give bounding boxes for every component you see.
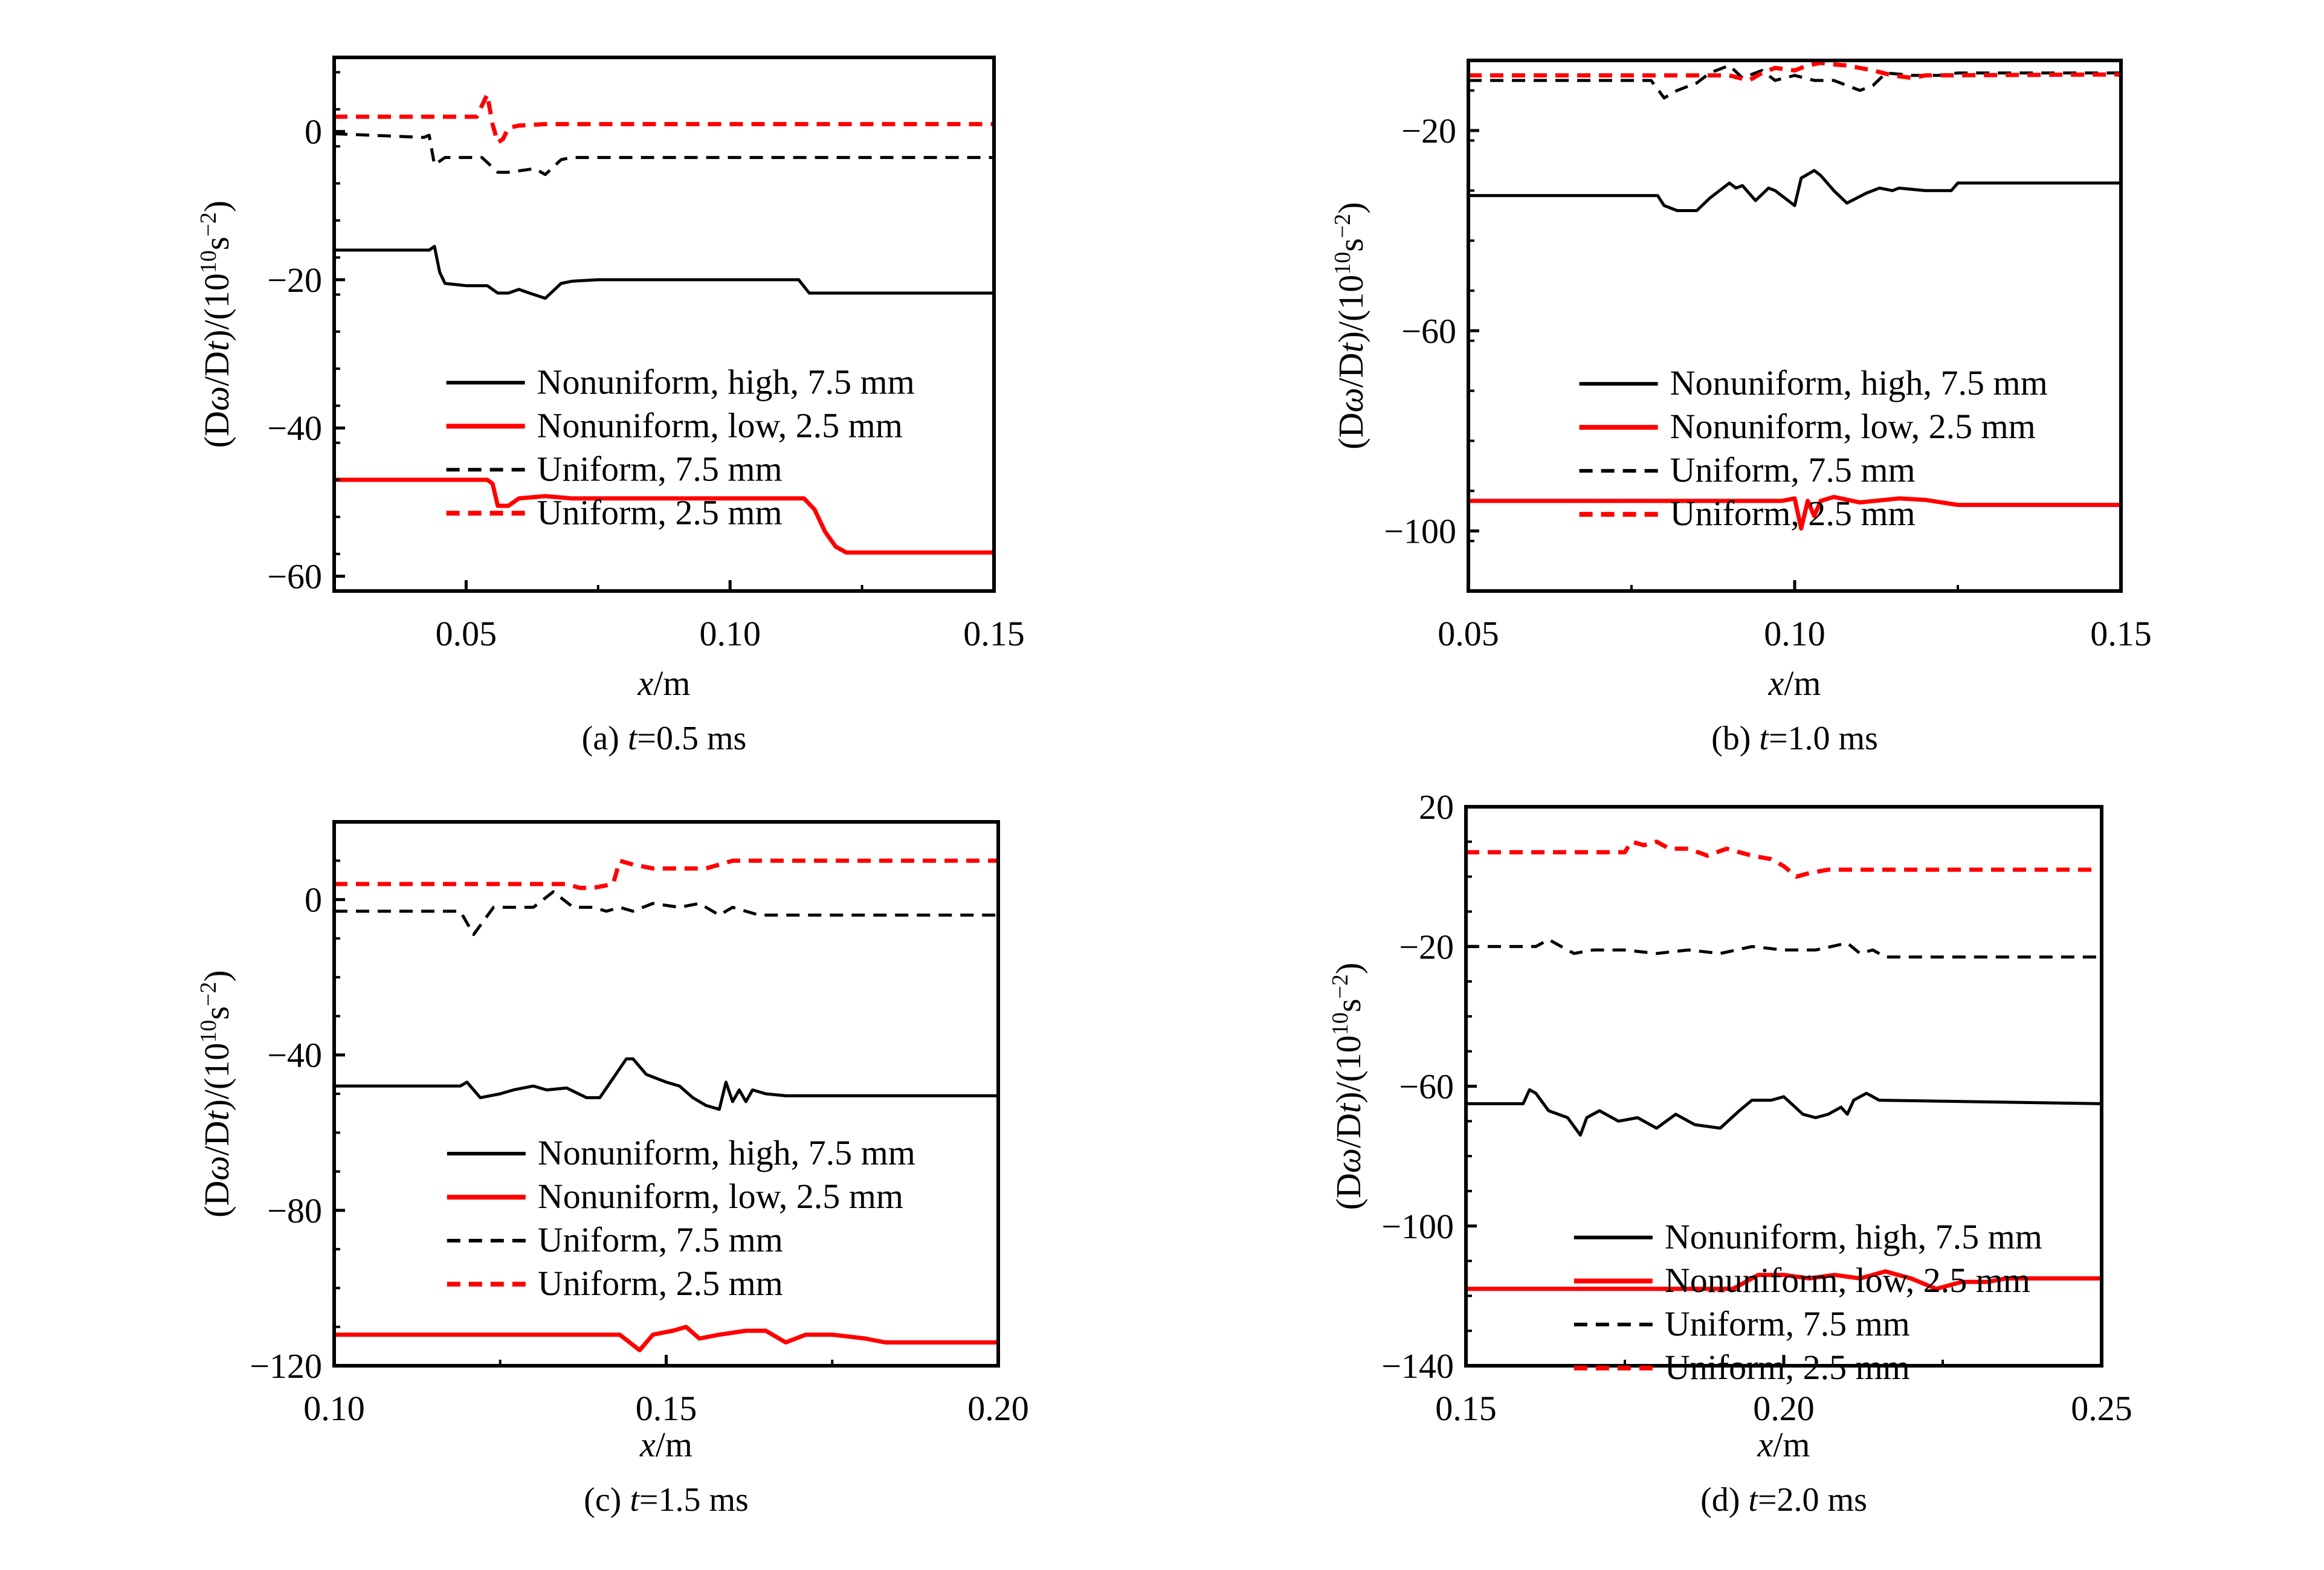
legend-label: Uniform, 7.5 mm (537, 449, 783, 488)
y-axis-title: (Dω/Dt)/(1010s−2) (1328, 963, 1368, 1210)
y-tick-label: −100 (1384, 512, 1456, 551)
x-tick-label: 0.15 (636, 1389, 697, 1428)
series-line-nonuniform-low-2-5-mm (1468, 494, 2121, 531)
series-line-nonuniform-high-7-5-mm (1466, 1088, 2102, 1137)
legend-label: Uniform, 2.5 mm (537, 493, 783, 532)
panel-caption: (c) t=1.5 ms (584, 1481, 749, 1519)
y-tick-label: −60 (267, 557, 322, 596)
legend-label: Nonuniform, high, 7.5 mm (1665, 1217, 2042, 1256)
y-tick-label: −80 (267, 1191, 322, 1230)
y-axis-title: (Dω/Dt)/(1010s−2) (1330, 202, 1370, 449)
x-tick-label: 0.10 (1764, 614, 1825, 653)
y-tick-label: −140 (1381, 1346, 1454, 1386)
series-line-uniform-7-5-mm (334, 890, 998, 936)
panel-a: 0.05 0.10 0.15 0 −20 −40 −60 Nonuniform, high, … (196, 56, 1025, 757)
series-line-nonuniform-low-2-5-mm (334, 1325, 998, 1352)
y-tick-label: −100 (1381, 1207, 1454, 1246)
series-line-nonuniform-low-2-5-mm (1466, 1269, 2102, 1291)
x-tick-label: 0.10 (303, 1389, 365, 1428)
y-tick-label: −120 (250, 1346, 322, 1386)
series-line-nonuniform-high-7-5-mm (334, 1057, 998, 1111)
x-axis-title: x/m (637, 664, 691, 703)
plot-frame (332, 56, 996, 593)
legend-label: Nonuniform, low, 2.5 mm (538, 1177, 903, 1216)
x-tick-label: 0.15 (1435, 1389, 1497, 1428)
series-line-uniform-2-5-mm (1466, 839, 2102, 879)
series-group (334, 92, 994, 555)
x-tick-label: 0.05 (1438, 614, 1499, 653)
series-line-uniform-2-5-mm (334, 858, 998, 890)
legend-label: Nonuniform, low, 2.5 mm (537, 405, 903, 445)
y-tick-label: 0 (305, 880, 322, 920)
panel-caption: (d) t=2.0 ms (1700, 1481, 1867, 1519)
y-tick-label: −20 (1401, 111, 1456, 150)
panel-caption: (a) t=0.5 ms (582, 720, 747, 757)
x-tick-label: 0.15 (963, 614, 1025, 653)
legend-label: Nonuniform, high, 7.5 mm (1670, 363, 2048, 402)
series-group (334, 858, 998, 1352)
series-line-nonuniform-low-2-5-mm (334, 477, 994, 555)
x-tick-label: 0.10 (699, 614, 761, 653)
y-tick-label: −40 (267, 1036, 322, 1075)
series-line-nonuniform-high-7-5-mm (334, 245, 994, 300)
y-tick-label: −20 (267, 260, 322, 300)
y-axis-title: (Dω/Dt)/(1010s−2) (196, 970, 236, 1217)
x-axis-title: x/m (1768, 664, 1821, 703)
y-axis-title: (Dω/Dt)/(1010s−2) (196, 201, 236, 448)
series-group (1466, 839, 2102, 1291)
panel-c: 0.10 0.15 0.20 0 −40 −80 −120 Nonuniform, high,… (196, 820, 1029, 1519)
legend-label: Nonuniform, high, 7.5 mm (537, 362, 915, 401)
legend-label: Nonuniform, low, 2.5 mm (1665, 1261, 2030, 1300)
x-tick-label: 0.05 (436, 614, 497, 653)
series-line-nonuniform-high-7-5-mm (1468, 169, 2121, 212)
x-axis-title: x/m (1757, 1425, 1810, 1464)
legend-label: Uniform, 2.5 mm (538, 1264, 783, 1303)
y-tick-label: 0 (305, 112, 322, 152)
legend-label: Uniform, 2.5 mm (1670, 494, 1916, 533)
series-group (1468, 60, 2121, 531)
legend-label: Uniform, 7.5 mm (1665, 1304, 1910, 1343)
series-line-uniform-7-5-mm (334, 132, 994, 176)
y-tick-label: −60 (1401, 311, 1456, 351)
legend-label: Uniform, 7.5 mm (1670, 450, 1916, 489)
series-line-uniform-2-5-mm (1468, 60, 2121, 83)
y-tick-label: −40 (267, 409, 322, 448)
y-tick-label: −60 (1399, 1067, 1454, 1106)
x-tick-label: 0.20 (967, 1389, 1029, 1428)
series-line-uniform-2-5-mm (334, 92, 994, 145)
x-tick-label: 0.15 (2090, 614, 2152, 653)
series-line-uniform-7-5-mm (1466, 938, 2102, 959)
x-tick-label: 0.25 (2071, 1389, 2132, 1428)
legend-label: Nonuniform, high, 7.5 mm (538, 1133, 915, 1172)
panel-b: 0.05 0.10 0.15 −20 −60 −100 Nonuniform, high, … (1330, 59, 2152, 757)
panel-caption: (b) t=1.0 ms (1711, 720, 1878, 757)
y-tick-label: −20 (1399, 927, 1454, 966)
panel-d: 0.15 0.20 0.25 20 −20 −60 −100 −140 Nonuniform, … (1328, 787, 2132, 1519)
x-tick-label: 0.20 (1753, 1389, 1815, 1428)
legend-label: Nonuniform, low, 2.5 mm (1670, 407, 2036, 446)
x-axis-title: x/m (639, 1425, 692, 1464)
series-line-uniform-7-5-mm (1468, 63, 2121, 100)
legend-label: Uniform, 2.5 mm (1665, 1348, 1910, 1387)
y-tick-label: 20 (1419, 787, 1454, 827)
legend-label: Uniform, 7.5 mm (538, 1220, 783, 1259)
